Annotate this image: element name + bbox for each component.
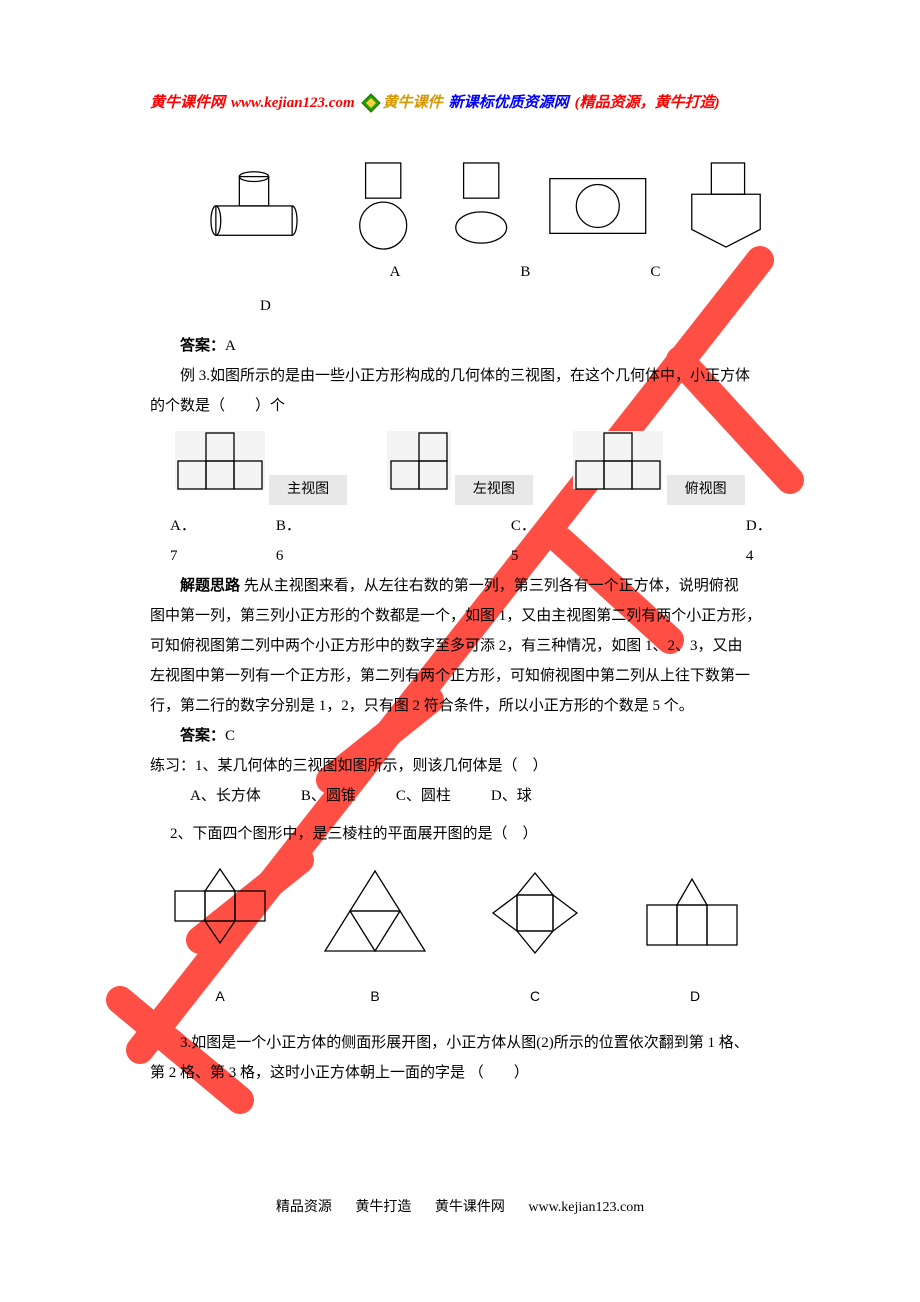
nets-row: A B C	[150, 865, 770, 1010]
label-d: D	[260, 298, 271, 314]
three-view-row: 主视图 左视图 俯	[150, 431, 770, 505]
net-c-label: C	[475, 982, 595, 1010]
footer-d: www.kejian123.com	[528, 1200, 644, 1215]
answer-line-1: 答案：A	[150, 331, 770, 361]
net-d-label: D	[635, 982, 755, 1010]
solution-l5: 行，第二行的数字分别是 1，2，只有图 2 符合条件，所以小正方形的个数是 5 …	[150, 691, 770, 721]
opt-c: C．5	[511, 511, 536, 571]
example-3-prefix: 例 3.	[180, 368, 210, 384]
practice-1: 练习：1、某几何体的三视图如图所示，则该几何体是（ ）	[150, 751, 770, 781]
opt-b: B．6	[276, 511, 301, 571]
page-footer: 精品资源 黄牛打造 黄牛课件网 www.kejian123.com	[0, 1196, 920, 1216]
top-view-label: 俯视图	[667, 475, 745, 505]
left-view-svg	[387, 431, 451, 493]
solution-l4: 左视图中第一列有一个正方形，第二列有两个正方形，可知俯视图中第二列从上往下数第一	[150, 661, 770, 691]
figure-labels-row: A B C	[280, 257, 770, 287]
opt-d: D．4	[746, 511, 772, 571]
main-view-block: 主视图	[175, 431, 347, 505]
p1-opt-c: C、圆柱	[396, 781, 451, 811]
p1-opt-d: D、球	[491, 781, 532, 811]
footer-a: 精品资源	[276, 1200, 332, 1215]
net-d-svg	[635, 865, 755, 965]
figure-c-view	[544, 158, 652, 253]
left-view-label: 左视图	[455, 475, 533, 505]
solution-t1: 先从主视图来看，从左往右数的第一列，第三列各有一个正方体，说明俯视	[240, 578, 739, 594]
answer-value-2: C	[225, 728, 235, 744]
label-c: C	[650, 257, 660, 287]
main-view-label: 主视图	[269, 475, 347, 505]
net-c-block: C	[475, 865, 595, 1010]
net-c-svg	[475, 865, 595, 965]
example-3-line2: 的个数是（ ）个	[150, 391, 770, 421]
top-view-svg	[573, 431, 663, 493]
figure-b-view	[446, 158, 514, 253]
solution-l3: 可知俯视图第二列中两个小正方形中的数字至多可添 2，有三种情况，如图 1、2、3…	[150, 631, 770, 661]
logo: 黄牛课件	[361, 88, 443, 118]
page-content: 黄牛课件网 www.kejian123.com 黄牛课件 新课标优质资源网 (精…	[0, 0, 920, 1088]
answer-prefix-1: 答案：	[180, 338, 225, 354]
example-3-options: A．7 B．6 C．5 D．4	[170, 511, 770, 571]
answer-line-2: 答案：C	[150, 721, 770, 751]
footer-b: 黄牛打造	[355, 1200, 411, 1215]
subtag: (精品资源，黄牛打造)	[575, 88, 720, 118]
label-b: B	[520, 257, 530, 287]
solution-l2: 图中第一列，第三列小正方形的个数都是一个，如图 1，又由主视图第二列有两个小正方…	[150, 601, 770, 631]
example-3-line1: 例 3.如图所示的是由一些小正方形构成的几何体的三视图，在这个几何体中，小正方体	[150, 361, 770, 391]
figure-row-1	[210, 158, 770, 253]
footer-c: 黄牛课件网	[435, 1200, 505, 1215]
label-d-row: D	[260, 291, 770, 321]
net-b-block: B	[315, 865, 435, 1010]
practice-3-l2: 第 2 格、第 3 格，这时小正方体朝上一面的字是 （ ）	[150, 1058, 770, 1088]
practice-2: 2、下面四个图形中，是三棱柱的平面展开图的是（ ）	[170, 819, 770, 849]
example-3-text1: 如图所示的是由一些小正方形构成的几何体的三视图，在这个几何体中，小正方体	[210, 368, 750, 384]
answer-value-1: A	[225, 338, 236, 354]
practice-1-options: A、长方体 B、圆锥 C、圆柱 D、球	[190, 781, 770, 811]
p1-opt-a: A、长方体	[190, 781, 261, 811]
top-view-block: 俯视图	[573, 431, 745, 505]
net-d-block: D	[635, 865, 755, 1010]
figure-a	[210, 158, 318, 248]
main-view-svg	[175, 431, 265, 493]
label-a: A	[390, 257, 401, 287]
tagline: 新课标优质资源网	[449, 88, 569, 118]
net-b-svg	[315, 865, 435, 965]
left-view-block: 左视图	[387, 431, 533, 505]
solution-l1: 解题思路 先从主视图来看，从左往右数的第一列，第三列各有一个正方体，说明俯视	[150, 571, 770, 601]
site-name: 黄牛课件网	[150, 88, 225, 118]
figure-d-view	[682, 158, 770, 253]
practice-3-l1: 3.如图是一个小正方体的侧面形展开图，小正方体从图(2)所示的位置依次翻到第 1…	[150, 1028, 770, 1058]
p1-opt-b: B、圆锥	[301, 781, 356, 811]
net-b-label: B	[315, 982, 435, 1010]
figure-a-view	[348, 158, 416, 253]
net-a-svg	[165, 865, 275, 965]
logo-text: 黄牛课件	[383, 88, 443, 118]
answer-prefix-2: 答案：	[180, 728, 225, 744]
page-header: 黄牛课件网 www.kejian123.com 黄牛课件 新课标优质资源网 (精…	[150, 88, 770, 118]
net-a-label: A	[165, 982, 275, 1010]
diamond-icon	[361, 93, 381, 113]
net-a-block: A	[165, 865, 275, 1010]
site-url: www.kejian123.com	[231, 88, 355, 118]
opt-a: A．7	[170, 511, 196, 571]
solution-prefix: 解题思路	[180, 578, 240, 594]
